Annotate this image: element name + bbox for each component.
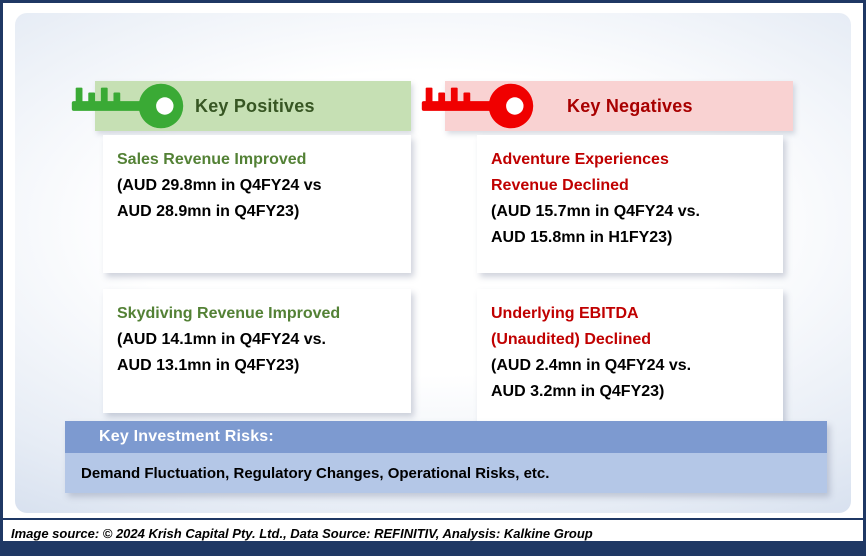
key-negatives-title: Key Negatives [567,95,693,116]
card-line: AUD 3.2mn in Q4FY23) [491,383,665,400]
footer-source-text: Image source: © 2024 Krish Capital Pty. … [11,526,593,541]
positive-card-skydiving-revenue: Skydiving Revenue Improved (AUD 14.1mn i… [103,289,411,413]
card-line: (AUD 29.8mn in Q4FY24 vs [117,177,322,194]
card-line: (AUD 15.7mn in Q4FY24 vs. [491,203,700,220]
card-title: Sales Revenue Improved [117,151,307,168]
card-line: (AUD 2.4mn in Q4FY24 vs. [491,357,692,374]
negative-card-ebitda: Underlying EBITDA (Unaudited) Declined (… [477,289,783,425]
key-positives-title: Key Positives [195,95,315,116]
card-title: Skydiving Revenue Improved [117,305,341,322]
risks-body-text: Demand Fluctuation, Regulatory Changes, … [81,464,550,482]
card-title: Revenue Declined [491,177,629,194]
card-line: AUD 28.9mn in Q4FY23) [117,203,300,220]
risks-title-text: Key Investment Risks: [99,428,274,445]
risks-banner-title: Key Investment Risks: [65,421,827,453]
content-panel: Key Positives Key Negatives [15,13,851,513]
card-line: AUD 13.1mn in Q4FY23) [117,357,300,374]
card-title: (Unaudited) Declined [491,331,652,348]
positive-card-sales-revenue: Sales Revenue Improved (AUD 29.8mn in Q4… [103,135,411,273]
card-title: Adventure Experiences [491,151,669,168]
footer-divider [3,518,863,520]
investment-risks-banner: Key Investment Risks: Demand Fluctuation… [65,421,827,493]
card-line: (AUD 14.1mn in Q4FY24 vs. [117,331,326,348]
card-line: AUD 15.8mn in H1FY23) [491,229,673,246]
card-title: Underlying EBITDA [491,305,639,322]
risks-banner-body: Demand Fluctuation, Regulatory Changes, … [65,453,827,493]
key-negatives-header: Key Negatives [421,81,793,131]
bottom-navy-bar [3,541,863,553]
negative-card-adventure-revenue: Adventure Experiences Revenue Declined (… [477,135,783,273]
key-positives-header: Key Positives [71,81,411,131]
